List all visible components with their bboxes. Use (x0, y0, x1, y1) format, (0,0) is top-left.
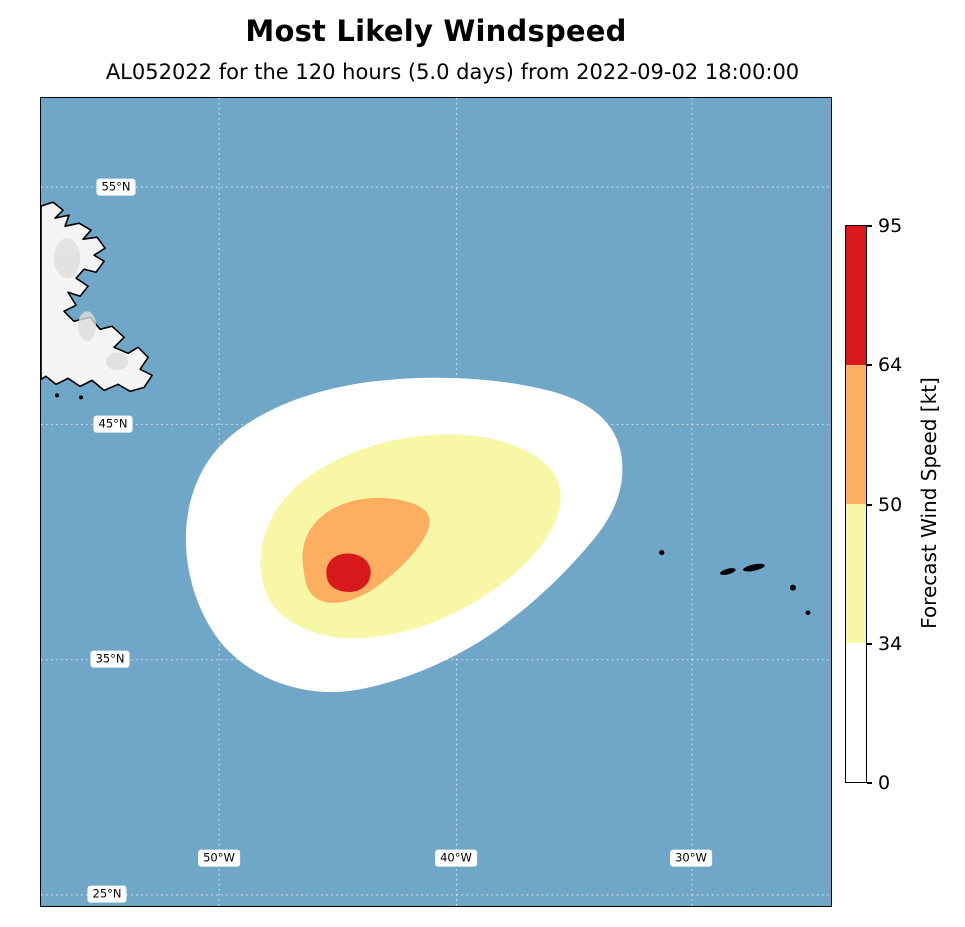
gridline-label-25n: 25°N (87, 885, 127, 903)
colorbar-segment-34-50 (846, 504, 866, 643)
map-panel: 55°N 45°N 35°N 25°N 50°W 40°W 30°W (40, 97, 832, 907)
landmass (41, 201, 153, 400)
gridline-label-45n: 45°N (93, 415, 133, 433)
gridline-label-50w: 50°W (198, 849, 240, 867)
chart-subtitle: AL052022 for the 120 hours (5.0 days) fr… (105, 60, 800, 84)
windspeed-contours (185, 377, 623, 693)
colorbar-tick-label-95: 95 (878, 215, 903, 237)
colorbar-tick-label-50: 50 (878, 494, 903, 516)
colorbar-segment-0-34 (846, 643, 866, 782)
colorbar-tick-label-34: 34 (878, 633, 903, 655)
coastal-islets (55, 393, 84, 400)
colorbar-segment-50-64 (846, 365, 866, 504)
gridlines (41, 98, 831, 906)
colorbar-tick-label-64: 64 (878, 354, 903, 376)
colorbar-tick-64 (867, 364, 872, 366)
gridline-label-40w: 40°W (435, 849, 477, 867)
colorbar-tick-34 (867, 643, 872, 645)
gridline-label-30w: 30°W (670, 849, 712, 867)
contour-64-95kt (326, 553, 371, 592)
colorbar-tick-0 (867, 782, 872, 784)
colorbar-tick-95 (867, 225, 872, 227)
colorbar-tick-label-0: 0 (878, 772, 891, 794)
gridline-label-35n: 35°N (90, 650, 130, 668)
gridline-label-55n: 55°N (96, 178, 136, 196)
colorbar-axis-label: Forecast Wind Speed [kt] (917, 377, 941, 629)
colorbar-segment-64-95 (846, 226, 866, 365)
map-svg (41, 98, 831, 906)
colorbar-tick-50 (867, 504, 872, 506)
island-chain (659, 549, 811, 616)
terrain-shading (54, 238, 129, 371)
chart-title: Most Likely Windspeed (245, 14, 627, 48)
colorbar (845, 225, 867, 783)
coastline-path (41, 201, 153, 393)
